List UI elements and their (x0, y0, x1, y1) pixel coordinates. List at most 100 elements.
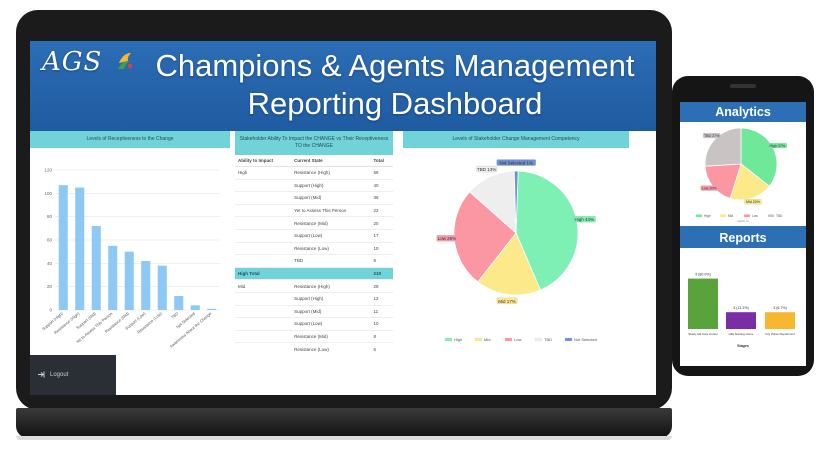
ability-panel: Stakeholder Ability To Impact the CHANGE… (235, 131, 393, 355)
slice-label: Mid 20% (746, 200, 761, 204)
page-title-line-2: Reporting Dashboard (247, 86, 543, 121)
bar (141, 261, 151, 310)
y-tick-label: 0 (49, 308, 52, 313)
analytics-title: Analytics (680, 102, 806, 122)
table-header-row: Ability to Impact Current State Total (235, 155, 393, 167)
cell-ability (235, 254, 292, 268)
y-tick-label: 60 (47, 238, 53, 243)
table-row: Support (Mid) 11 (235, 305, 393, 319)
cell-state: Yet to Assess This Person (291, 204, 371, 218)
laptop-screen: AGS Champions & Agents Management Report… (30, 41, 656, 395)
cell-state: Resistance (High) (291, 166, 371, 180)
cell-state: Support (Low) (291, 317, 371, 331)
table-row: Mid Resistance (High) 28 (235, 279, 393, 293)
cell-total: 22 (370, 204, 393, 218)
column-header-total[interactable]: Total (370, 155, 393, 167)
page-title-line-1: Champions & Agents Management (155, 48, 635, 83)
slice-label: Not Selected 1% (499, 160, 533, 165)
cell-state: Resistance (High) (291, 279, 371, 293)
slice-label-box (700, 185, 718, 191)
receptiveness-panel-title: Levels of Receptiveness to the Change (30, 131, 230, 148)
bar (75, 187, 85, 310)
cell-ability (235, 305, 292, 319)
cell-total: 210 (370, 267, 393, 281)
cell-state: Support (High) (291, 292, 371, 306)
cell-total: 17 (370, 229, 393, 243)
bar (124, 251, 134, 310)
cell-state: Resistance (Mid) (291, 216, 371, 230)
legend-swatch (744, 214, 750, 217)
legend-swatch (720, 214, 726, 217)
legend-label: Not Selected (574, 337, 597, 342)
slice-label-box (436, 235, 458, 242)
competency-pie-chart: High 43%Mid 17%Low 26%TBD 13%Not Selecte… (436, 159, 597, 342)
slice-label-box (496, 159, 536, 166)
cell-total: 28 (370, 279, 393, 293)
cell-ability: Mid (235, 279, 292, 293)
bar (58, 185, 68, 310)
logo-swirl-icon (118, 53, 133, 69)
page-title: Champions & Agents Management Reporting … (140, 47, 650, 123)
x-tick-label: Shady Hill Care Center (688, 332, 718, 336)
legend-swatch (504, 337, 513, 342)
table-row: TBD 6 (235, 254, 393, 268)
y-tick-label: 100 (44, 191, 52, 196)
cell-ability (235, 229, 292, 243)
slice-label-box (767, 142, 787, 149)
table-row: Resistance (Low) 6 (235, 342, 393, 355)
competency-panel: Levels of Stakeholder Change Management … (403, 131, 629, 355)
legend-label: High (454, 337, 462, 342)
bar (174, 296, 184, 310)
slice-label-box (476, 165, 497, 173)
pie-slice (704, 127, 742, 167)
bar-value-label: 3 (13.3%) (733, 306, 749, 310)
legend-note: switch.ca (737, 219, 749, 223)
logout-label: Logout (50, 371, 69, 378)
table-row: High Resistance (High) 56 (235, 166, 393, 180)
slice-label: Low 26% (438, 236, 457, 241)
slice-label: High 37% (769, 144, 785, 148)
table-row: Support (Low) 17 (235, 229, 393, 243)
column-header-state[interactable]: Current State (291, 155, 371, 167)
y-tick-label: 120 (44, 168, 52, 173)
laptop-lip (16, 436, 672, 440)
cell-total: 6 (370, 254, 393, 268)
table-row: Support (Mid) 39 (235, 191, 393, 205)
legend-label: Low (752, 214, 759, 218)
phone-screen: Analytics High 37% Mid 20% Low 20% TBD 27% H… (680, 102, 806, 366)
legend-label: TBD (544, 337, 552, 342)
slice-label-box (744, 199, 762, 205)
column-header-ability[interactable]: Ability to Impact (235, 155, 292, 167)
cell-ability (235, 204, 292, 218)
legend-swatch (564, 337, 573, 342)
slice-label: High 43% (574, 217, 594, 222)
reports-bar-chart: 9 (80.0%) Shady Hill Care Center 3 (13.3%)… (688, 273, 795, 348)
cell-total: 40 (370, 179, 393, 193)
y-tick-label: 80 (47, 214, 53, 219)
logout-button[interactable]: Logout (38, 371, 68, 378)
cell-state: Support (Mid) (291, 191, 371, 205)
slice-label: TBD 13% (477, 167, 496, 172)
cell-ability (235, 317, 292, 331)
bar (157, 265, 167, 310)
cell-total: 11 (370, 305, 393, 319)
table-row: Support (Low) 10 (235, 317, 393, 331)
cell-state: Support (Mid) (291, 305, 371, 319)
total-row: High Total 210 (235, 267, 393, 281)
legend-label: High (704, 214, 711, 218)
bar-value-label: 3 (6.7%) (773, 306, 787, 310)
cell-total: 10 (370, 317, 393, 331)
cell-ability: High (235, 166, 292, 180)
divider (680, 226, 806, 229)
cell-state: Support (High) (291, 179, 371, 193)
cell-state: Resistance (Mid) (291, 330, 371, 344)
cell-state: TBD (291, 254, 371, 268)
slice-label: Mid 17% (498, 299, 516, 304)
cell-state: Resistance (Low) (291, 242, 371, 256)
pie-slice (740, 127, 778, 187)
bar (688, 278, 718, 329)
laptop-base (16, 408, 672, 438)
x-tick-label: Hills Nursing Home (729, 332, 754, 336)
